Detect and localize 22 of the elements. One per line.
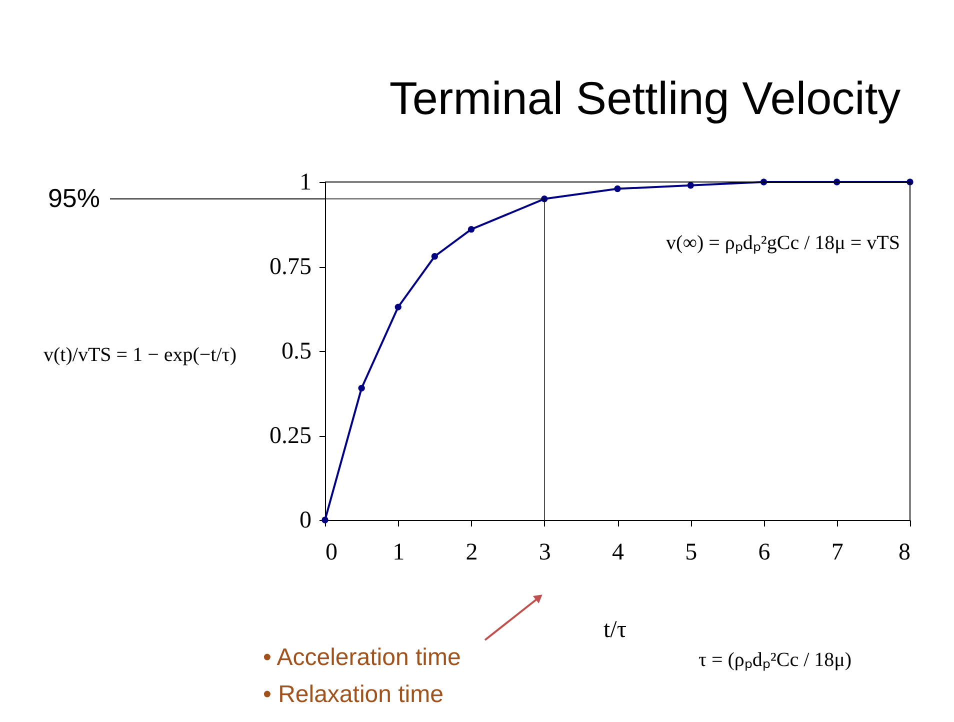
- x-tick-label: 4: [612, 540, 624, 566]
- annotation: v(∞) = ρₚdₚ²gCc / 18μ = vTS: [666, 232, 900, 254]
- y-tick-label: 0.75: [270, 254, 312, 280]
- x-axis-title: t/τ: [604, 617, 627, 643]
- chart-title: Terminal Settling Velocity: [389, 72, 901, 124]
- text: • Relaxation time: [263, 681, 444, 708]
- y-tick-label: 1: [300, 170, 312, 196]
- x-tick-label: 0: [326, 540, 338, 566]
- x-tick-label: 1: [392, 540, 405, 566]
- x-tick-label: 2: [466, 540, 478, 566]
- y-axis-title: v(t)/vTS = 1 − exp(−t/τ): [44, 344, 236, 366]
- text: • Acceleration time: [263, 644, 461, 671]
- y-tick-label: 0: [300, 508, 312, 534]
- x-tick-label: 8: [898, 540, 910, 566]
- x-tick-label: 5: [685, 540, 698, 566]
- x-tick-label: 3: [538, 540, 551, 566]
- y-tick-label: 0.5: [282, 338, 312, 364]
- text: τ = (ρₚdₚ²Cc / 18μ): [698, 649, 852, 671]
- x-tick-label: 6: [758, 540, 770, 566]
- y-tick-label: 0.25: [270, 423, 312, 449]
- ref-line-label: 95%: [48, 182, 100, 213]
- x-tick-label: 7: [831, 540, 844, 566]
